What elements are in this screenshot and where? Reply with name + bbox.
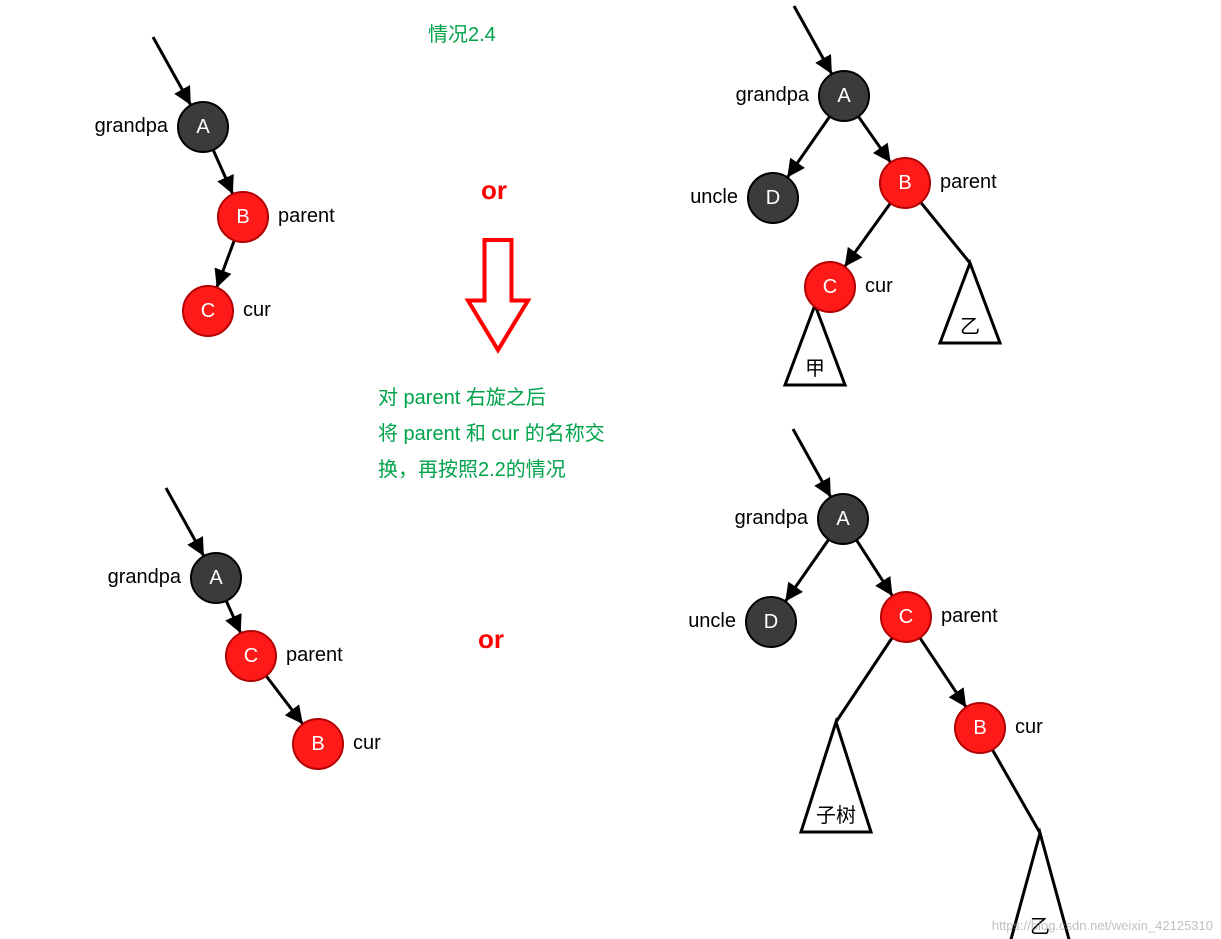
role-label-uncle: uncle <box>690 186 738 209</box>
node-bottom_right-C: C <box>881 592 931 642</box>
role-label-cur: cur <box>865 275 893 298</box>
node-top_left-A: A <box>178 102 228 152</box>
svg-text:乙: 乙 <box>960 316 980 338</box>
svg-text:A: A <box>837 85 851 107</box>
svg-text:B: B <box>236 206 249 228</box>
node-bottom_left-C: C <box>226 631 276 681</box>
svg-text:D: D <box>764 611 778 633</box>
or-label-2: or <box>478 624 504 655</box>
role-label-grandpa: grandpa <box>108 566 181 589</box>
svg-text:C: C <box>201 300 215 322</box>
svg-text:C: C <box>244 645 258 667</box>
node-bottom_right-B: B <box>955 703 1005 753</box>
svg-text:甲: 甲 <box>805 358 825 380</box>
role-label-uncle: uncle <box>688 610 736 633</box>
node-bottom_left-A: A <box>191 553 241 603</box>
node-top_right-B: B <box>880 158 930 208</box>
diagram-title: 情况2.4 <box>428 18 496 47</box>
svg-text:C: C <box>823 276 837 298</box>
node-top_right-D: D <box>748 173 798 223</box>
svg-text:B: B <box>973 717 986 739</box>
subtree-甲: 甲 <box>785 305 845 385</box>
subtree-乙: 乙 <box>940 263 1000 343</box>
svg-text:A: A <box>836 508 850 530</box>
description-text: 对 parent 右旋之后将 parent 和 cur 的名称交换，再按照2.2… <box>378 380 638 488</box>
role-label-cur: cur <box>1015 716 1043 739</box>
svg-text:A: A <box>196 116 210 138</box>
role-label-parent: parent <box>278 205 335 228</box>
svg-text:C: C <box>899 606 913 628</box>
role-label-cur: cur <box>353 732 381 755</box>
or-label-1: or <box>481 175 507 206</box>
node-bottom_right-A: A <box>818 494 868 544</box>
svg-text:B: B <box>898 172 911 194</box>
role-label-grandpa: grandpa <box>736 84 809 107</box>
node-top_right-A: A <box>819 71 869 121</box>
watermark: https://blog.csdn.net/weixin_42125310 <box>992 918 1213 933</box>
svg-text:子树: 子树 <box>816 804 856 827</box>
node-top_right-C: C <box>805 262 855 312</box>
node-bottom_left-B: B <box>293 719 343 769</box>
node-bottom_right-D: D <box>746 597 796 647</box>
node-top_left-C: C <box>183 286 233 336</box>
role-label-grandpa: grandpa <box>735 507 808 530</box>
role-label-parent: parent <box>941 605 998 628</box>
role-label-parent: parent <box>940 171 997 194</box>
subtree-子树: 子树 <box>801 722 871 832</box>
transform-arrow-icon <box>468 240 528 350</box>
role-label-grandpa: grandpa <box>95 115 168 138</box>
svg-text:D: D <box>766 187 780 209</box>
node-top_left-B: B <box>218 192 268 242</box>
svg-text:B: B <box>311 733 324 755</box>
role-label-parent: parent <box>286 644 343 667</box>
role-label-cur: cur <box>243 299 271 322</box>
svg-text:A: A <box>209 567 223 589</box>
